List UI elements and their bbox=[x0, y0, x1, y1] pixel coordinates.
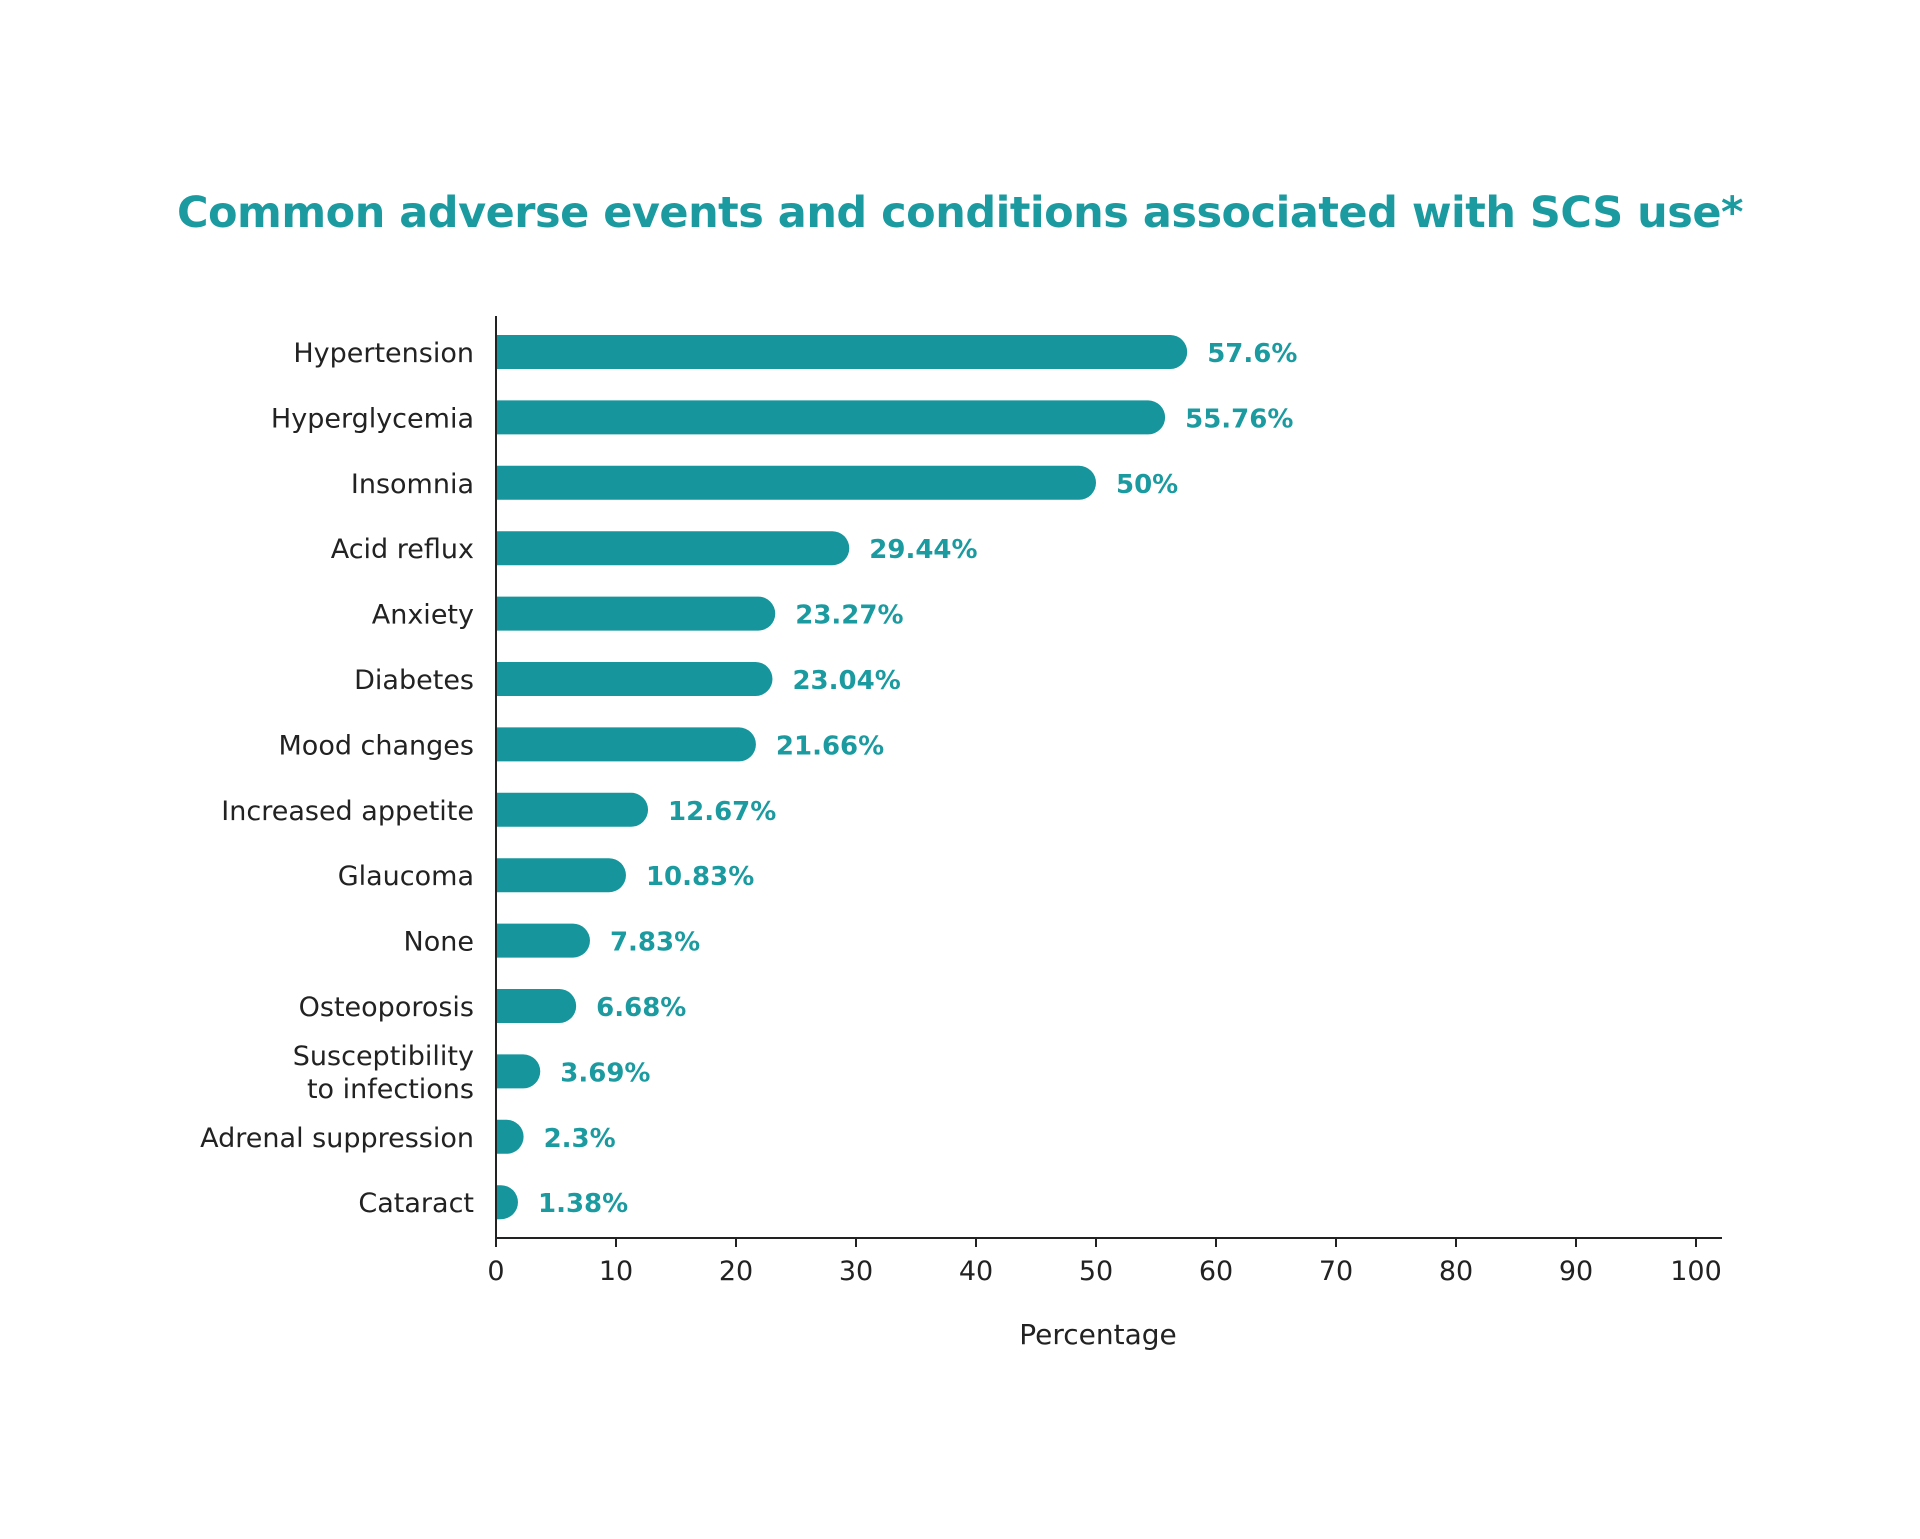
category-label-13: Cataract bbox=[358, 1188, 474, 1219]
category-label-10: Osteoporosis bbox=[299, 992, 474, 1023]
x-tick-label-6: 60 bbox=[1199, 1256, 1233, 1287]
x-tick-label-4: 40 bbox=[959, 1256, 993, 1287]
value-label-11: 3.69% bbox=[560, 1058, 650, 1088]
bar-7 bbox=[496, 792, 649, 827]
category-label-11-line-1: to infections bbox=[307, 1074, 474, 1105]
category-label-6: Mood changes bbox=[279, 730, 475, 761]
x-tick-label-0: 0 bbox=[487, 1256, 504, 1287]
bar-5 bbox=[496, 662, 773, 696]
category-label-1: Hyperglycemia bbox=[271, 403, 474, 434]
value-label-0: 57.6% bbox=[1207, 339, 1297, 369]
x-tick-label-9: 90 bbox=[1559, 1256, 1593, 1287]
bar-12 bbox=[496, 1119, 524, 1154]
bar-9 bbox=[496, 923, 590, 958]
value-label-13: 1.38% bbox=[538, 1189, 628, 1219]
value-label-8: 10.83% bbox=[646, 862, 754, 892]
category-label-8: Glaucoma bbox=[338, 861, 474, 892]
x-tick-label-2: 20 bbox=[719, 1256, 753, 1287]
value-label-2: 50% bbox=[1116, 470, 1178, 500]
bar-3 bbox=[496, 531, 850, 566]
bar-1 bbox=[496, 400, 1166, 435]
bars-layer bbox=[496, 335, 1188, 1220]
x-tick-label-3: 30 bbox=[839, 1256, 873, 1287]
category-label-9: None bbox=[404, 927, 474, 958]
category-label-12: Adrenal suppression bbox=[200, 1123, 474, 1154]
x-tick-label-8: 80 bbox=[1439, 1256, 1473, 1287]
bar-8 bbox=[496, 858, 626, 893]
x-tick-label-5: 50 bbox=[1079, 1256, 1113, 1287]
category-label-5: Diabetes bbox=[354, 665, 474, 696]
x-axis-title: Percentage bbox=[1019, 1318, 1177, 1351]
axes-layer: 0 10 20 30 40 50 60 70 80 90 100 bbox=[487, 316, 1722, 1287]
x-tick-label-1: 10 bbox=[599, 1256, 633, 1287]
x-tick-label-10: 100 bbox=[1670, 1256, 1722, 1287]
bar-11 bbox=[496, 1054, 541, 1089]
value-label-9: 7.83% bbox=[610, 928, 700, 958]
labels-layer: 57.6% Hypertension 55.76% Hyperglycemia 50% I… bbox=[200, 338, 1297, 1219]
bar-0 bbox=[496, 335, 1188, 369]
value-label-5: 23.04% bbox=[792, 666, 900, 696]
category-label-4: Anxiety bbox=[372, 600, 474, 631]
value-label-6: 21.66% bbox=[776, 731, 884, 761]
category-label-2: Insomnia bbox=[351, 469, 474, 500]
value-label-7: 12.67% bbox=[668, 797, 776, 827]
bar-6 bbox=[496, 727, 756, 762]
x-tick-label-7: 70 bbox=[1319, 1256, 1353, 1287]
category-label-0: Hypertension bbox=[293, 338, 474, 369]
value-label-4: 23.27% bbox=[795, 601, 903, 631]
value-label-3: 29.44% bbox=[869, 535, 977, 565]
bar-4 bbox=[496, 596, 776, 631]
category-label-11-line-0: Susceptibility bbox=[293, 1041, 474, 1072]
bar-10 bbox=[496, 989, 577, 1023]
chart-title: Common adverse events and conditions ass… bbox=[176, 188, 1744, 238]
category-label-7: Increased appetite bbox=[221, 796, 474, 827]
bar-2 bbox=[496, 465, 1096, 500]
category-label-3: Acid reflux bbox=[331, 534, 474, 565]
value-label-12: 2.3% bbox=[544, 1124, 616, 1154]
value-label-1: 55.76% bbox=[1185, 404, 1293, 434]
value-label-10: 6.68% bbox=[596, 993, 686, 1023]
bar-13 bbox=[496, 1185, 518, 1220]
